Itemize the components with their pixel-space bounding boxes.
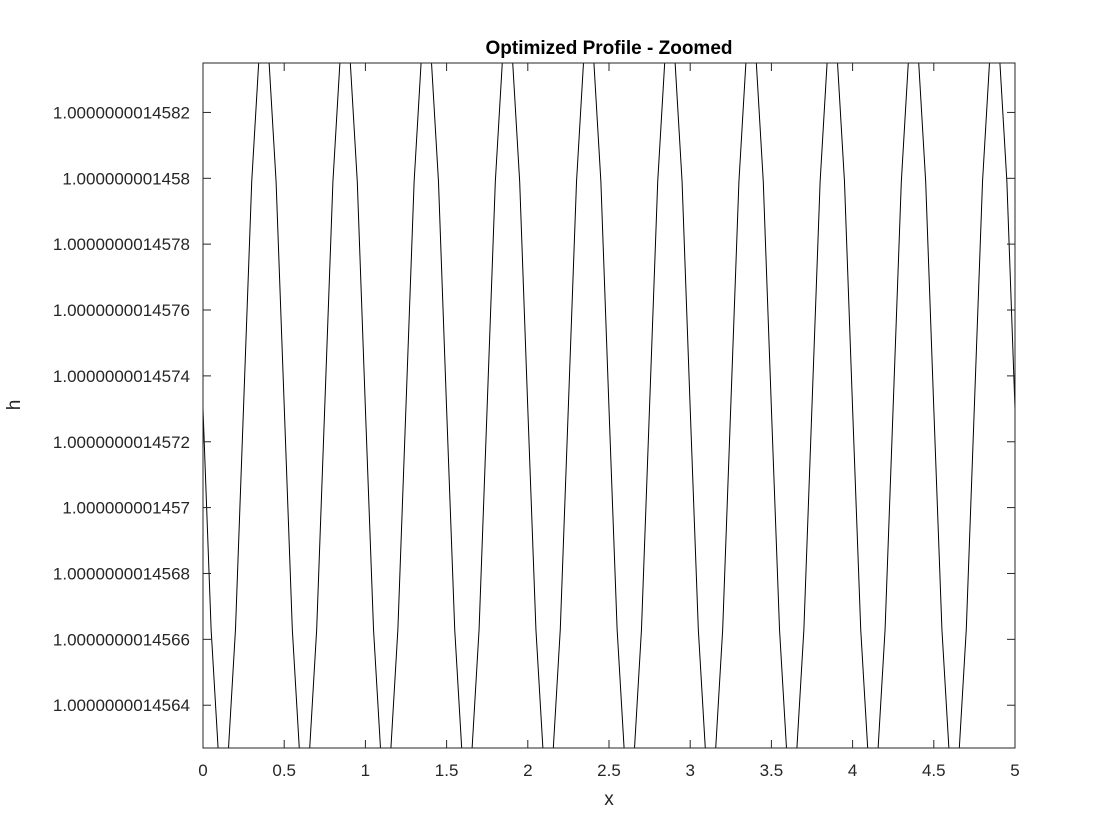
x-tick-labels: 0 0.5 1 1.5 2 2.5 3 3.5 4 4.5 5 <box>198 761 1019 780</box>
y-axis-label: h <box>4 400 25 411</box>
y-tick-label: 1.000000001458 <box>62 169 190 188</box>
y-tick-label: 1.0000000014576 <box>53 301 190 320</box>
y-tick-label: 1.000000001457 <box>62 499 190 518</box>
y-tick-label: 1.0000000014582 <box>53 103 190 122</box>
x-tick-label: 3 <box>685 761 694 780</box>
x-tick-label: 4 <box>848 761 857 780</box>
x-tick-label: 5 <box>1010 761 1019 780</box>
y-tick-label: 1.0000000014574 <box>53 367 190 386</box>
x-tick-label: 1 <box>361 761 370 780</box>
x-tick-label: 0.5 <box>272 761 296 780</box>
y-tick-label: 1.0000000014566 <box>53 630 190 649</box>
y-tick-label: 1.0000000014568 <box>53 564 190 583</box>
x-tick-label: 0 <box>198 761 207 780</box>
tick-marks <box>202 63 1016 748</box>
x-tick-label: 2 <box>523 761 532 780</box>
y-tick-label: 1.0000000014578 <box>53 235 190 254</box>
series-line <box>203 63 1015 748</box>
x-tick-label: 4.5 <box>922 761 946 780</box>
x-tick-label: 2.5 <box>597 761 621 780</box>
y-tick-label: 1.0000000014564 <box>53 696 190 715</box>
x-tick-label: 1.5 <box>435 761 459 780</box>
chart-title: Optimized Profile - Zoomed <box>485 38 732 59</box>
y-tick-label: 1.0000000014572 <box>53 433 190 452</box>
y-tick-labels: 1.0000000014564 1.0000000014566 1.00000000… <box>53 103 190 715</box>
x-axis-label: x <box>604 789 614 810</box>
series-layer <box>203 63 1015 748</box>
axes-box <box>202 62 1016 749</box>
x-tick-label: 3.5 <box>760 761 784 780</box>
